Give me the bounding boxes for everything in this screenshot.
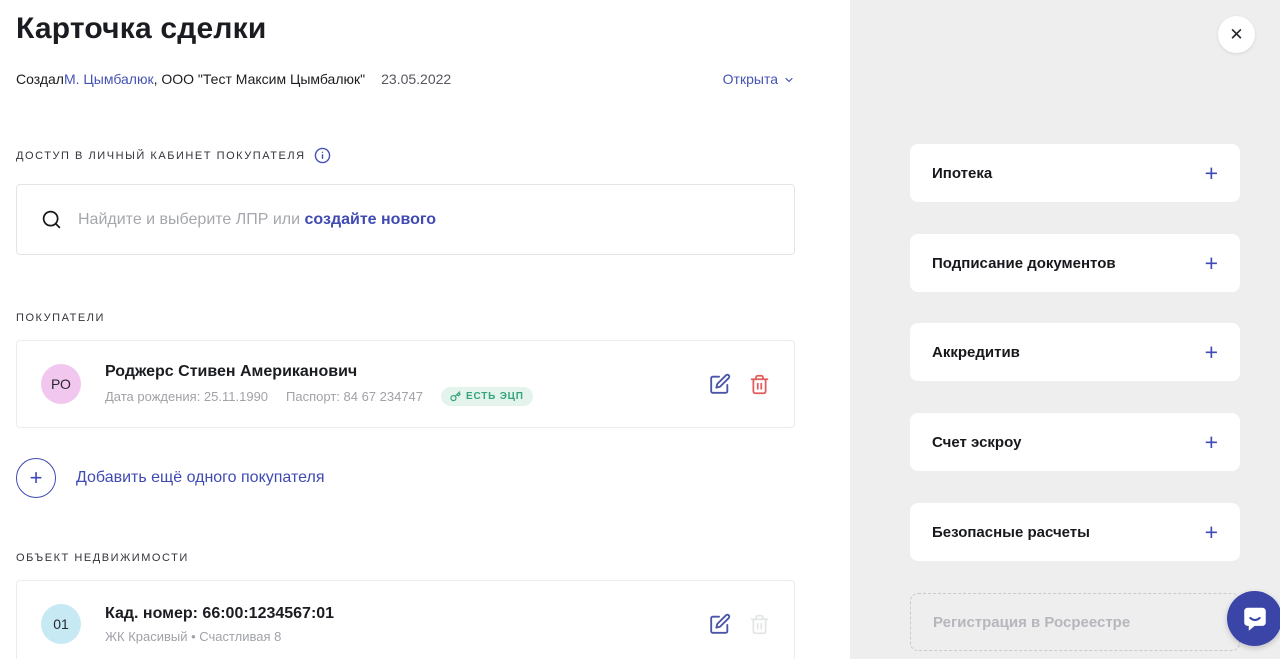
deal-status-dropdown[interactable]: Открыта — [723, 71, 795, 87]
access-section-label-text: ДОСТУП В ЛИЧНЫЙ КАБИНЕТ ПОКУПАТЕЛЯ — [16, 149, 306, 162]
created-by-prefix: Создал — [16, 71, 64, 87]
panel-rosreestr-registration-disabled: Регистрация в Росреестре — [910, 593, 1240, 651]
buyer-passport: Паспорт: 84 67 234747 — [286, 388, 424, 404]
panel-safe-payments[interactable]: Безопасные расчеты + — [910, 503, 1240, 561]
panel-label: Безопасные расчеты — [932, 523, 1090, 541]
chevron-down-icon — [785, 77, 793, 83]
search-placeholder: Найдите и выберите ЛПР или — [78, 210, 301, 228]
edit-icon — [710, 613, 731, 634]
buyer-name: Роджерс Стивен Американович — [105, 362, 358, 380]
panel-label: Счет эскроу — [932, 433, 1022, 451]
property-section-label: ОБЪЕКТ НЕДВИЖИМОСТИ — [16, 552, 189, 564]
edit-buyer-button[interactable] — [709, 373, 731, 395]
creator-link[interactable]: М. Цымбалюк — [63, 71, 154, 87]
plus-icon[interactable]: + — [1204, 428, 1218, 455]
close-icon: ✕ — [1229, 24, 1244, 44]
plus-circle-icon: + — [16, 458, 56, 498]
deal-meta: Создал М. Цымбалюк , ООО "Тест Максим Цы… — [16, 71, 795, 87]
deal-status-label: Открыта — [722, 71, 778, 87]
panel-label: Аккредитив — [932, 343, 1020, 361]
buyer-avatar: РО — [41, 364, 81, 404]
plus-icon[interactable]: + — [1204, 249, 1218, 276]
create-new-lpr-link[interactable]: создайте нового — [304, 210, 437, 228]
creator-company: , ООО "Тест Максим Цымбалюк" — [153, 71, 366, 87]
property-cadastral-number: Кад. номер: 66:00:1234567:01 — [105, 604, 335, 622]
add-buyer-label: Добавить ещё одного покупателя — [76, 469, 325, 486]
edit-icon — [710, 373, 731, 394]
search-input[interactable]: Найдите и выберите ЛПР или создайте ново… — [16, 184, 795, 255]
services-sidebar: ✕ Ипотека + Подписание документов + Аккр… — [850, 0, 1280, 659]
info-icon[interactable] — [314, 147, 331, 164]
add-buyer-button[interactable]: + Добавить ещё одного покупателя — [16, 458, 324, 498]
property-number-avatar: 01 — [41, 604, 81, 644]
delete-buyer-button[interactable] — [749, 374, 770, 395]
panel-letter-of-credit[interactable]: Аккредитив + — [910, 323, 1240, 381]
edit-property-button[interactable] — [709, 613, 731, 635]
access-section-label: ДОСТУП В ЛИЧНЫЙ КАБИНЕТ ПОКУПАТЕЛЯ — [16, 147, 331, 164]
property-card: 01 Кад. номер: 66:00:1234567:01 ЖК Краси… — [16, 580, 795, 659]
chat-bubble-icon — [1243, 607, 1266, 631]
search-icon — [41, 209, 62, 230]
buyer-birth-date: Дата рождения: 25.11.1990 — [105, 388, 269, 404]
digital-signature-badge-text: ЕСТЬ ЭЦП — [466, 390, 524, 402]
deal-card-main: Карточка сделки Создал М. Цымбалюк , ООО… — [16, 12, 795, 659]
panel-document-signing[interactable]: Подписание документов + — [910, 234, 1240, 292]
property-address: ЖК Красивый • Счастливая 8 — [105, 628, 282, 644]
key-icon — [450, 390, 461, 401]
deal-date: 23.05.2022 — [381, 71, 452, 87]
plus-icon[interactable]: + — [1204, 518, 1218, 545]
panel-escrow-account[interactable]: Счет эскроу + — [910, 413, 1240, 471]
trash-icon — [750, 374, 769, 394]
panel-label: Регистрация в Росреестре — [933, 613, 1131, 631]
digital-signature-badge: ЕСТЬ ЭЦП — [441, 386, 533, 406]
plus-icon[interactable]: + — [1204, 159, 1218, 186]
panel-mortgage[interactable]: Ипотека + — [910, 144, 1240, 202]
buyers-section-label: ПОКУПАТЕЛИ — [16, 312, 105, 324]
buyer-card: РО Роджерс Стивен Американович Дата рожд… — [16, 340, 795, 428]
close-button[interactable]: ✕ — [1218, 16, 1255, 53]
trash-icon — [750, 614, 769, 634]
plus-icon[interactable]: + — [1204, 338, 1218, 365]
chat-widget-button[interactable] — [1227, 591, 1280, 646]
panel-label: Ипотека — [932, 164, 993, 182]
delete-property-button-disabled — [749, 614, 770, 635]
panel-label: Подписание документов — [932, 254, 1116, 272]
page-title: Карточка сделки — [16, 12, 267, 45]
